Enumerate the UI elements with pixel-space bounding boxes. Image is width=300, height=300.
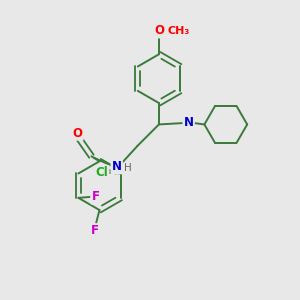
- Text: F: F: [92, 190, 100, 203]
- Text: H: H: [124, 163, 131, 173]
- Text: O: O: [73, 127, 82, 140]
- Text: O: O: [154, 24, 164, 37]
- Text: N: N: [112, 160, 122, 173]
- Text: N: N: [184, 116, 194, 130]
- Text: CH₃: CH₃: [167, 26, 190, 35]
- Text: Cl: Cl: [95, 166, 108, 179]
- Text: F: F: [91, 224, 99, 237]
